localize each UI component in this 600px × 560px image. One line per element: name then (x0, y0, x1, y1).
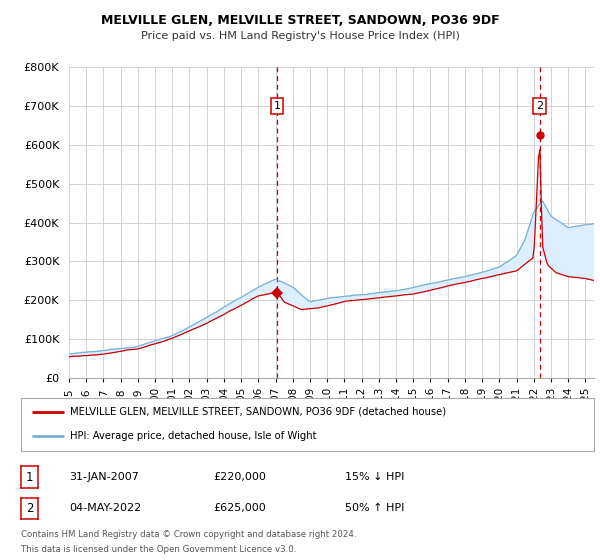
Text: MELVILLE GLEN, MELVILLE STREET, SANDOWN, PO36 9DF (detached house): MELVILLE GLEN, MELVILLE STREET, SANDOWN,… (70, 407, 446, 417)
Text: 15% ↓ HPI: 15% ↓ HPI (345, 472, 404, 482)
Text: 04-MAY-2022: 04-MAY-2022 (69, 503, 141, 514)
Text: 2: 2 (536, 101, 543, 111)
Text: Price paid vs. HM Land Registry's House Price Index (HPI): Price paid vs. HM Land Registry's House … (140, 31, 460, 41)
Text: 31-JAN-2007: 31-JAN-2007 (69, 472, 139, 482)
Text: £220,000: £220,000 (213, 472, 266, 482)
Text: MELVILLE GLEN, MELVILLE STREET, SANDOWN, PO36 9DF: MELVILLE GLEN, MELVILLE STREET, SANDOWN,… (101, 14, 499, 27)
Text: Contains HM Land Registry data © Crown copyright and database right 2024.: Contains HM Land Registry data © Crown c… (21, 530, 356, 539)
Text: HPI: Average price, detached house, Isle of Wight: HPI: Average price, detached house, Isle… (70, 431, 316, 441)
Text: This data is licensed under the Open Government Licence v3.0.: This data is licensed under the Open Gov… (21, 545, 296, 554)
Text: 1: 1 (274, 101, 280, 111)
Text: 50% ↑ HPI: 50% ↑ HPI (345, 503, 404, 514)
Text: 1: 1 (26, 470, 34, 484)
Text: £625,000: £625,000 (213, 503, 266, 514)
Text: 2: 2 (26, 502, 34, 515)
